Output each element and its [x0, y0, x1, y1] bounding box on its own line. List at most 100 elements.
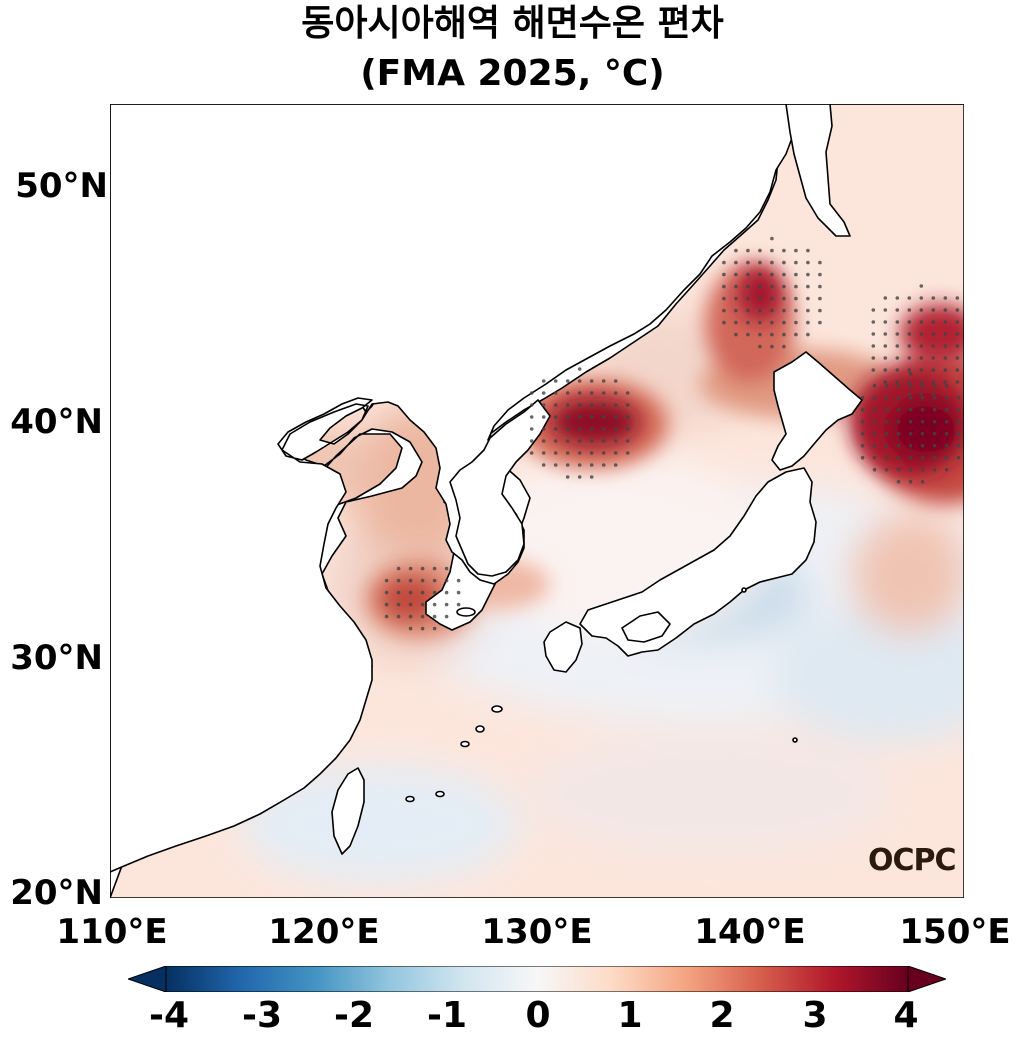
stipple-dot — [420, 578, 425, 583]
stipple-dot — [931, 308, 936, 312]
stipple-dot — [613, 427, 618, 431]
stipple-dot — [944, 467, 949, 472]
stipple-dot — [613, 451, 618, 455]
stipple-dot — [782, 332, 786, 337]
stipple-dot — [770, 236, 774, 241]
stipple-dot — [770, 284, 774, 289]
stipple-dot — [908, 431, 913, 436]
coastlines — [110, 104, 863, 873]
stipple-dot — [456, 578, 461, 583]
stipple-dot — [577, 463, 582, 467]
stipple-dot — [625, 403, 630, 407]
stipple-dot — [944, 395, 949, 400]
significance-stipple — [384, 236, 961, 631]
stipple-dot — [770, 344, 774, 349]
stipple-dot — [541, 391, 546, 395]
stipple-dot — [872, 467, 877, 472]
stipple-dot — [541, 427, 546, 431]
stipple-dot — [895, 368, 900, 372]
stipple-dot — [883, 320, 888, 324]
stipple-dot — [794, 260, 798, 265]
stipple-dot — [883, 332, 888, 336]
stipple-dot — [860, 431, 865, 436]
stipple-dot — [529, 439, 534, 443]
stipple-dot — [577, 451, 582, 455]
stipple-dot — [553, 379, 558, 383]
stipple-dot — [931, 344, 936, 348]
stipple-dot — [722, 308, 726, 313]
sst-anomaly-map — [110, 104, 964, 898]
stipple-dot — [770, 248, 774, 253]
stipple-dot — [872, 455, 877, 460]
stipple-dot — [613, 379, 618, 383]
stipple-dot — [871, 320, 876, 324]
stipple-dot — [589, 379, 594, 383]
stipple-dot — [871, 308, 876, 312]
stipple-dot — [896, 467, 901, 472]
stipple-dot — [883, 308, 888, 312]
stipple-dot — [396, 590, 401, 595]
stipple-dot — [956, 455, 961, 460]
stipple-dot — [613, 463, 618, 467]
stipple-dot — [565, 379, 570, 383]
stipple-dot — [577, 475, 582, 479]
stipple-dot — [860, 419, 865, 424]
stipple-dot — [919, 380, 924, 384]
colorbar-extend-low — [128, 966, 167, 992]
stipple-dot — [529, 451, 534, 455]
stipple-dot — [931, 296, 936, 300]
stipple-dot — [746, 308, 750, 313]
stipple-dot — [907, 380, 912, 384]
stipple-dot — [860, 443, 865, 448]
colorbar-tick-m4: -4 — [149, 995, 189, 1036]
stipple-dot — [758, 320, 762, 325]
stipple-dot — [884, 443, 889, 448]
stipple-dot — [956, 407, 961, 412]
stipple-dot — [384, 590, 389, 595]
stipple-dot — [896, 407, 901, 412]
stipple-dot — [541, 451, 546, 455]
stipple-dot — [818, 284, 822, 289]
stipple-dot — [871, 356, 876, 360]
stipple-dot — [932, 419, 937, 424]
stipple-dot — [884, 467, 889, 472]
stipple-dot — [782, 248, 786, 253]
stipple-dot — [920, 395, 925, 400]
stipple-dot — [931, 320, 936, 324]
colorbar-tick-m3: -3 — [242, 995, 282, 1036]
stipple-dot — [955, 296, 960, 300]
stipple-dot — [722, 320, 726, 325]
stipple-dot — [408, 578, 413, 583]
stipple-dot — [770, 320, 774, 325]
stipple-dot — [782, 272, 786, 277]
stipple-dot — [625, 451, 630, 455]
stipple-dot — [601, 391, 606, 395]
stipple-dot — [601, 463, 606, 467]
stipple-dot — [408, 590, 413, 595]
stipple-dot — [895, 356, 900, 360]
stipple-dot — [896, 395, 901, 400]
stipple-dot — [589, 463, 594, 467]
stipple-dot — [955, 380, 960, 384]
stipple-dot — [577, 379, 582, 383]
stipple-dot — [408, 566, 413, 571]
stipple-dot — [931, 380, 936, 384]
stipple-dot — [529, 415, 534, 419]
stipple-dot — [396, 578, 401, 583]
stipple-dot — [920, 383, 925, 388]
colorbar-tick-0: 0 — [525, 995, 551, 1036]
stipple-dot — [919, 356, 924, 360]
stipple-dot — [432, 626, 437, 631]
stipple-dot — [758, 296, 762, 301]
colorbar-gradient — [165, 966, 909, 992]
stipple-dot — [907, 332, 912, 336]
stipple-dot — [529, 427, 534, 431]
stipple-dot — [782, 296, 786, 301]
stipple-dot — [758, 344, 762, 349]
stipple-dot — [895, 380, 900, 384]
stipple-dot — [770, 308, 774, 313]
stipple-dot — [746, 332, 750, 337]
stipple-dot — [420, 566, 425, 571]
stipple-dot — [577, 367, 582, 371]
stipple-dot — [553, 391, 558, 395]
